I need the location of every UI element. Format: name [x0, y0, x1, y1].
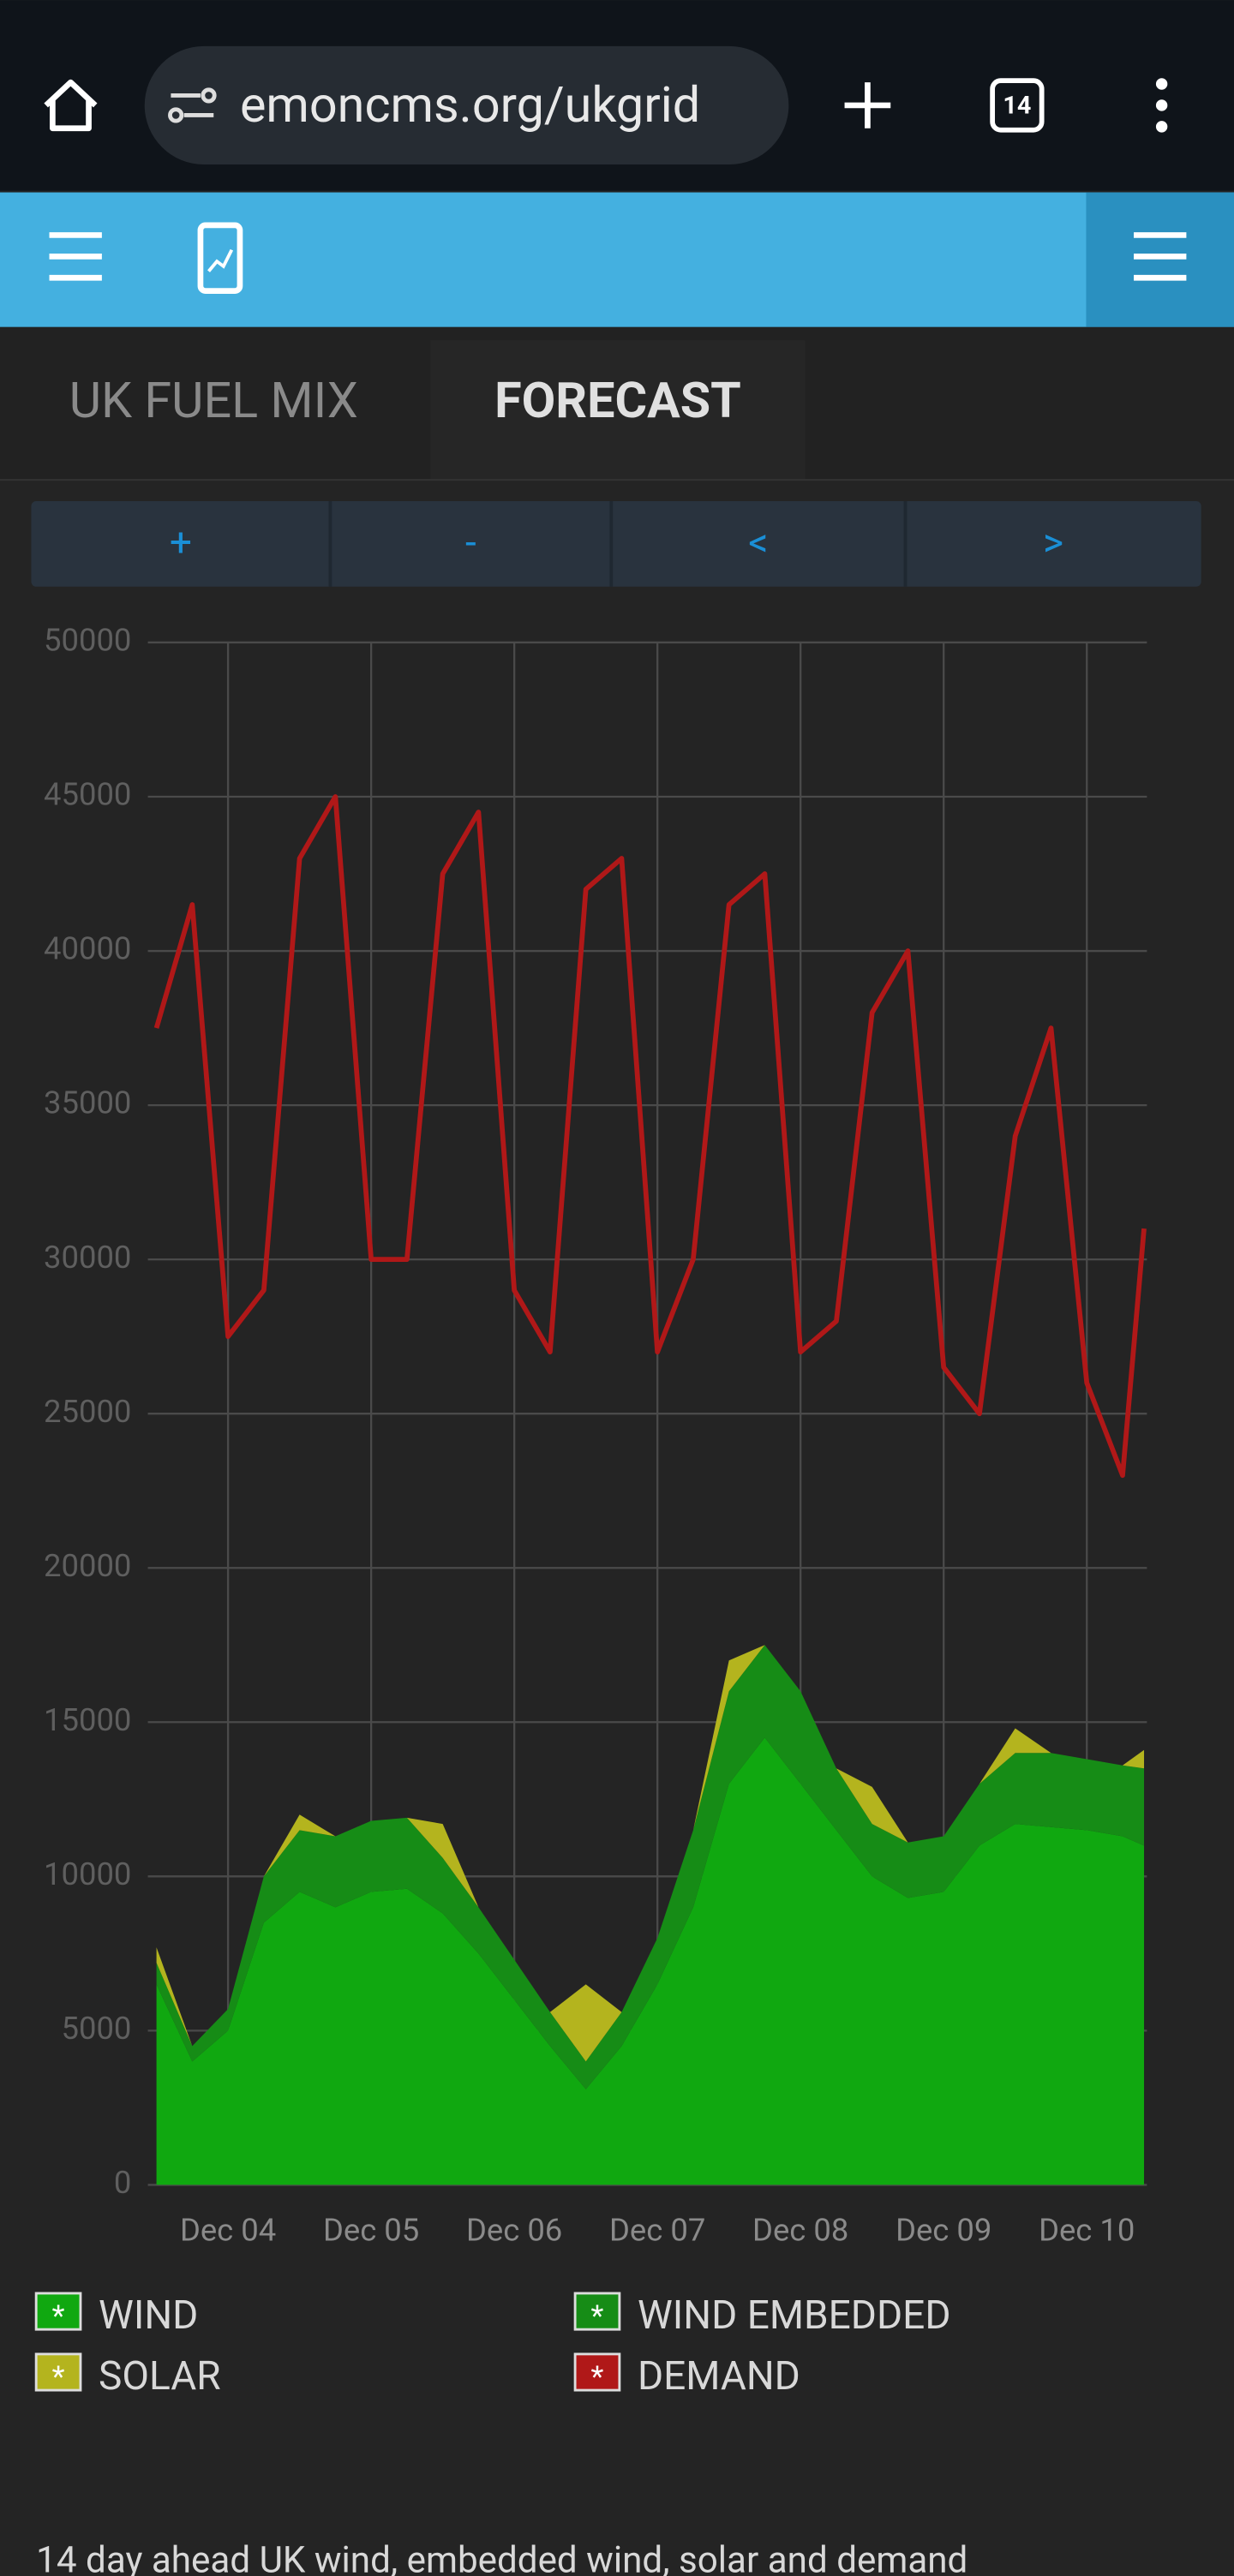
- y-tick-label: 20000: [44, 1547, 131, 1584]
- y-tick-label: 5000: [62, 2010, 132, 2047]
- url-text: emoncms.org/ukgrid: [240, 77, 700, 134]
- x-tick-label: Dec 10: [1039, 2212, 1135, 2249]
- area: [156, 1737, 1145, 2185]
- legend-label: DEMAND: [638, 2353, 800, 2400]
- legend-symbol: *: [52, 2299, 65, 2334]
- nav-button[interactable]: +: [170, 520, 192, 566]
- x-tick-label: Dec 05: [323, 2212, 419, 2249]
- legend-swatch: [34, 2352, 82, 2392]
- legend-label: WIND: [99, 2292, 198, 2339]
- legend-symbol: *: [591, 2299, 604, 2334]
- button-bar: [31, 501, 1201, 587]
- y-tick-label: 25000: [44, 1393, 131, 1430]
- x-tick-label: Dec 04: [180, 2212, 276, 2249]
- tab-active[interactable]: FORECAST: [494, 373, 741, 430]
- tab[interactable]: UK FUEL MIX: [69, 373, 358, 430]
- nav-button[interactable]: >: [1043, 520, 1063, 566]
- legend-swatch: [34, 2292, 82, 2331]
- y-tick-label: 40000: [44, 930, 131, 967]
- nav-button[interactable]: <: [748, 520, 768, 566]
- right-menu-block: [1086, 192, 1234, 327]
- line: [153, 794, 1147, 1479]
- legend-symbol: *: [52, 2360, 65, 2394]
- legend-swatch: [573, 2292, 621, 2331]
- active-tab-bg: [430, 340, 806, 481]
- app-header: [0, 192, 1234, 327]
- sidebar-toggle[interactable]: [49, 232, 102, 281]
- y-tick-label: 50000: [44, 622, 131, 659]
- y-tick-label: 10000: [44, 1856, 131, 1892]
- y-tick-label: 45000: [44, 776, 131, 813]
- tab-count: 14: [1003, 91, 1031, 120]
- area: [156, 1645, 1145, 2089]
- nav-button[interactable]: -: [465, 520, 476, 566]
- legend-label: WIND EMBEDDED: [638, 2292, 951, 2339]
- app-icon[interactable]: [197, 222, 243, 294]
- y-tick-label: 35000: [44, 1085, 131, 1121]
- x-tick-label: Dec 06: [466, 2212, 562, 2249]
- y-tick-label: 15000: [44, 1701, 131, 1738]
- site-info-icon[interactable]: [168, 87, 217, 123]
- y-tick-label: 30000: [44, 1239, 131, 1276]
- legend-symbol: *: [591, 2360, 604, 2394]
- x-tick-label: Dec 08: [752, 2212, 848, 2249]
- legend-swatch: [573, 2352, 621, 2392]
- right-menu-toggle[interactable]: [1134, 232, 1187, 281]
- menu-button[interactable]: [1155, 78, 1168, 133]
- legend-label: SOLAR: [99, 2353, 221, 2400]
- new-tab-button[interactable]: [844, 82, 891, 129]
- footer-text: 14 day ahead UK wind, embedded wind, sol…: [36, 2540, 967, 2576]
- x-tick-label: Dec 07: [609, 2212, 705, 2249]
- url-bar[interactable]: [144, 45, 789, 164]
- app-icon-graph: [207, 248, 234, 272]
- y-tick-label: 0: [114, 2164, 131, 2201]
- home-button[interactable]: [44, 79, 98, 132]
- x-tick-label: Dec 09: [896, 2212, 991, 2249]
- tab-switcher[interactable]: [990, 78, 1045, 133]
